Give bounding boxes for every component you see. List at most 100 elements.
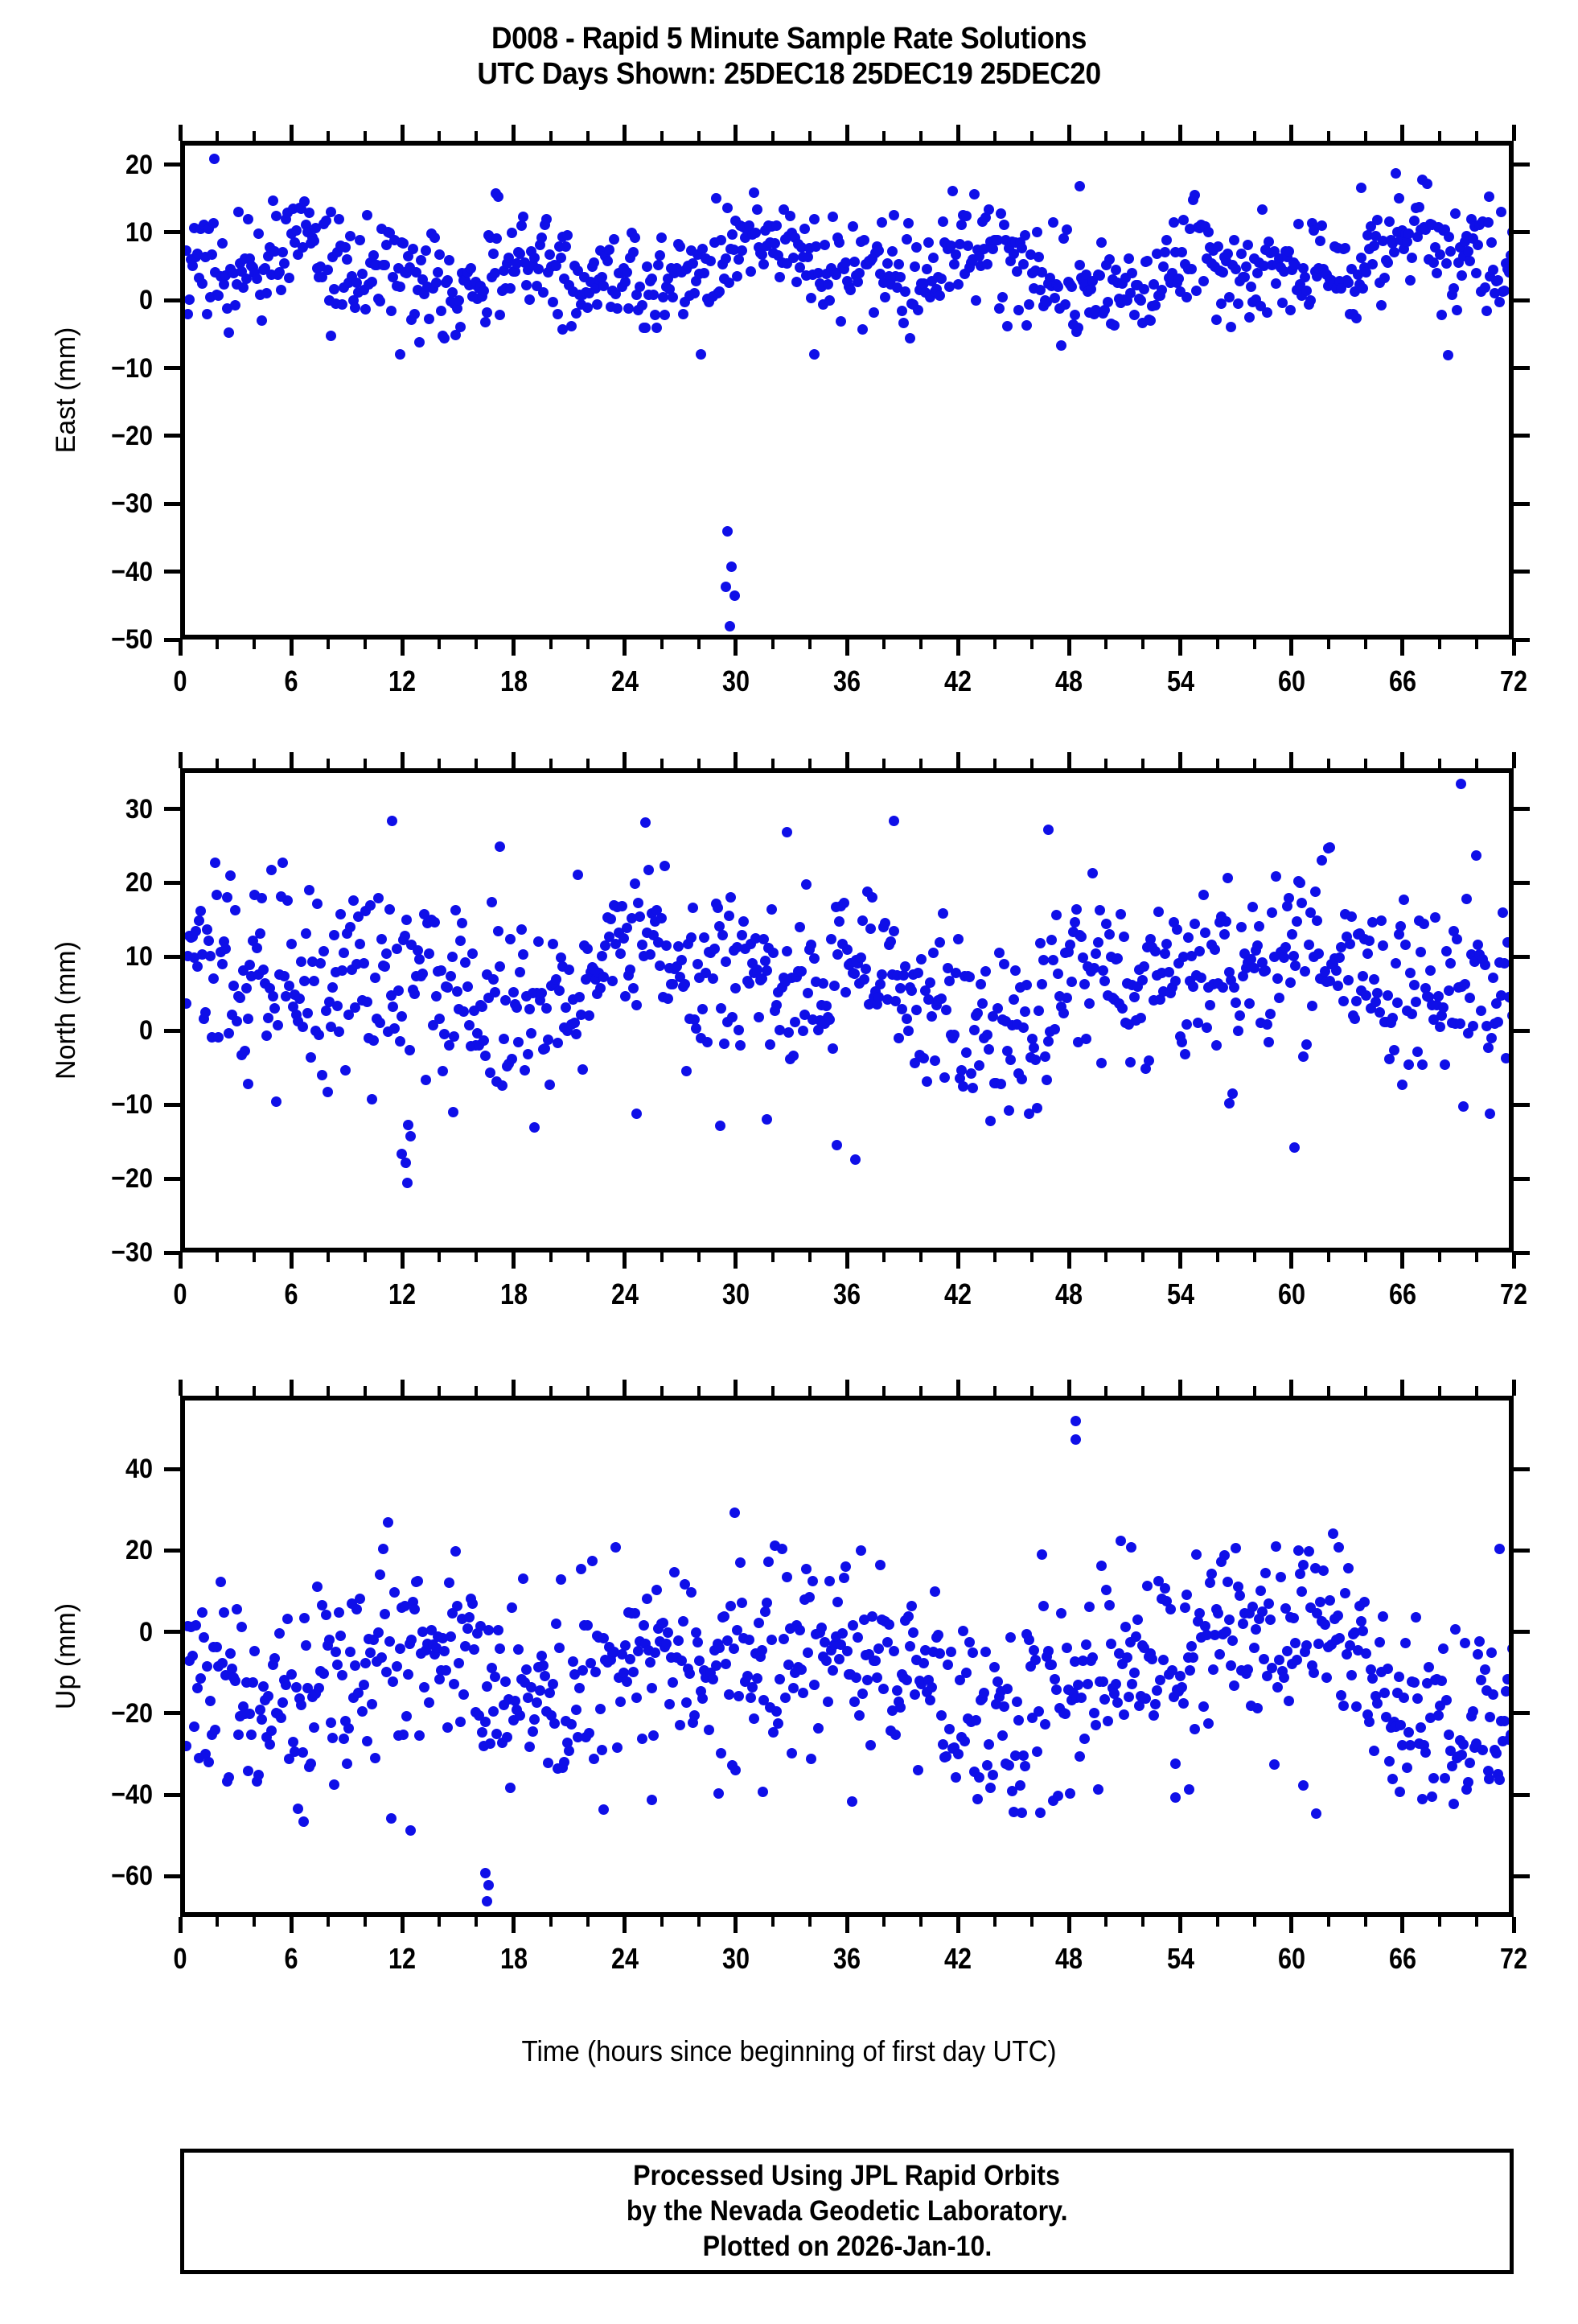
data-point [852,276,863,287]
data-point [320,1005,331,1016]
data-point [858,973,869,985]
data-point [939,1072,951,1084]
data-point [798,1688,809,1699]
data-point [677,1615,688,1627]
y-tick-mark-right [1514,1250,1530,1255]
data-point [834,916,845,928]
data-point [438,1028,450,1039]
data-point [590,1667,602,1678]
data-point [1468,1020,1479,1031]
data-point-outlier [781,827,792,838]
data-point [577,1664,588,1676]
data-point [674,1719,685,1730]
data-point [195,905,206,916]
x-tick-mark-top [289,125,294,141]
x-minor-tick-top [771,1386,775,1396]
data-point [885,936,896,948]
data-point [491,1728,503,1739]
data-point [770,237,781,249]
data-point [1079,1733,1091,1744]
x-minor-tick [549,640,553,649]
x-tick-mark-top [512,752,516,768]
data-point [911,1004,923,1015]
data-point [1202,1717,1214,1729]
data-point [1207,1664,1218,1675]
data-point-outlier [1483,191,1494,202]
data-point [1127,267,1138,278]
data-point [1031,1102,1042,1113]
data-point [1072,322,1083,333]
data-point [1293,1545,1305,1557]
data-point [1161,938,1173,949]
data-point [253,1769,264,1780]
data-point [228,267,239,278]
data-point [251,274,262,285]
x-tick-label: 12 [388,1277,417,1310]
data-point [697,1693,709,1705]
data-point [243,1766,254,1777]
data-point [202,309,213,320]
data-point [684,1668,695,1679]
x-minor-tick [586,1252,590,1262]
data-point-outlier [491,187,502,199]
data-point [333,1606,344,1618]
data-point [1020,1761,1031,1772]
data-point [249,1646,261,1657]
data-point [392,985,404,997]
data-point [1403,228,1415,239]
x-minor-tick [438,640,442,649]
data-point [1074,259,1085,270]
data-point-outlier [1170,1792,1181,1804]
x-minor-tick [1252,1252,1256,1262]
data-point [271,1096,282,1108]
x-tick-mark [1289,640,1294,656]
data-point [414,953,425,965]
data-point [1150,1698,1161,1709]
data-point [435,306,446,317]
data-point [446,1631,457,1643]
data-point [300,1639,311,1651]
x-minor-tick [327,640,331,649]
data-point [1457,1739,1469,1750]
data-point [281,991,292,1002]
data-point [867,1611,878,1623]
data-point [638,1619,649,1631]
data-point [302,1683,313,1694]
data-point [1031,227,1042,238]
data-point [1358,1626,1369,1637]
data-point-outlier [729,590,741,601]
data-point [977,998,988,1010]
data-point [1155,1674,1166,1685]
data-point [542,1034,553,1046]
data-point [1507,1010,1509,1022]
x-tick-mark-top [512,1380,516,1396]
data-point [223,1771,234,1783]
data-point [1180,1048,1190,1059]
data-point [1219,1550,1231,1561]
x-minor-tick-top [771,131,775,141]
data-point [1397,1740,1408,1751]
data-point [1218,267,1229,278]
data-point [216,959,228,970]
data-point [1038,955,1049,966]
data-point [559,1757,570,1768]
x-minor-tick-top [1363,1386,1367,1396]
data-point [1023,1109,1034,1120]
data-point [1313,948,1324,959]
data-point [1346,1670,1357,1681]
x-tick-mark-top [623,752,627,768]
x-tick-mark [955,1252,960,1269]
data-point [269,1002,281,1014]
data-point [1325,975,1336,986]
data-point [572,1732,583,1743]
x-minor-tick [993,1917,997,1927]
data-point [630,232,641,243]
x-minor-tick-top [549,131,553,141]
x-tick-mark [512,1917,516,1933]
data-point [401,914,412,925]
data-point [1420,982,1431,993]
data-point [1009,994,1020,1006]
data-point [998,958,1009,969]
data-point [1287,928,1298,940]
data-point [1070,904,1082,915]
